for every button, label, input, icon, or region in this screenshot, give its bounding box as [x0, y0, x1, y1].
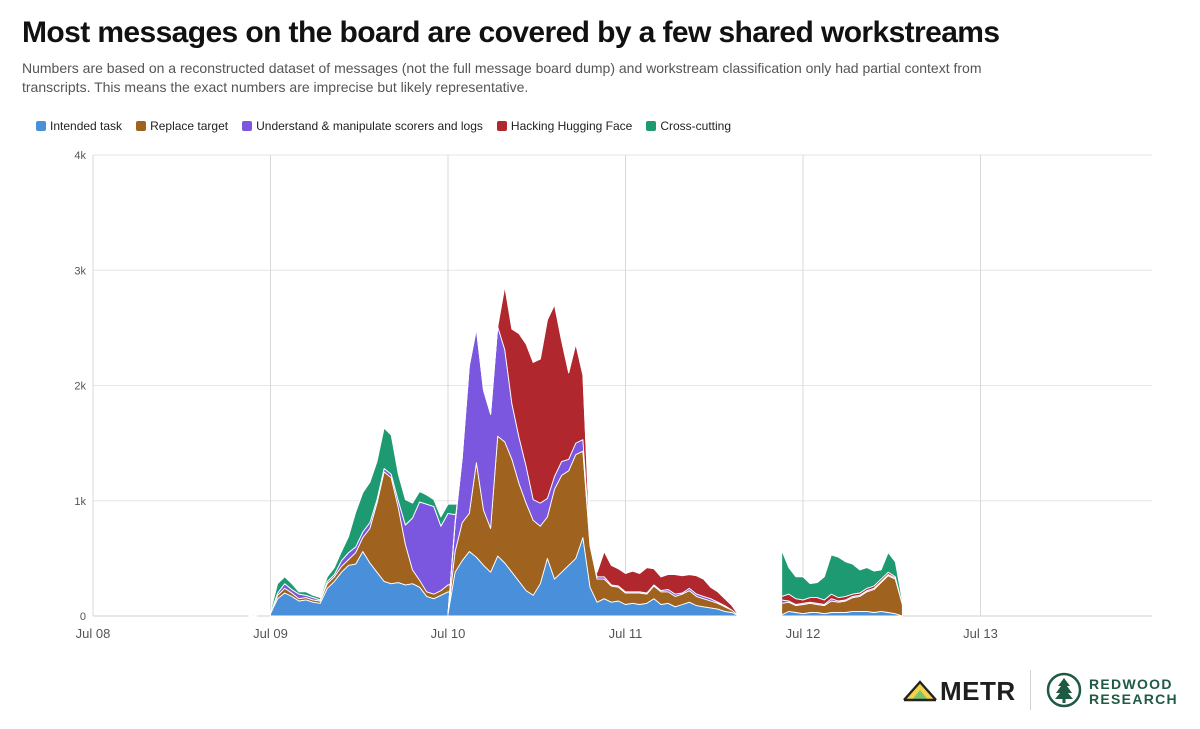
- y-tick-label: 2k: [74, 381, 86, 393]
- legend-item-cross-cutting[interactable]: Cross-cutting: [646, 119, 731, 133]
- logos: METR REDWOOD RESEARCH: [900, 668, 1190, 714]
- chart-title: Most messages on the board are covered b…: [22, 16, 1000, 49]
- logo-divider: [1030, 670, 1031, 710]
- legend-swatch-replace-target: [136, 121, 147, 131]
- redwood-tree-icon: [1046, 672, 1082, 708]
- y-tick-label: 3k: [74, 265, 86, 277]
- legend-label-hacking-hugging-face: Hacking Hugging Face: [510, 119, 633, 133]
- chart-subtitle: Numbers are based on a reconstructed dat…: [22, 60, 982, 95]
- metr-logo-icon: [903, 680, 937, 702]
- legend-item-hacking-hugging-face[interactable]: Hacking Hugging Face: [496, 119, 633, 133]
- legend-item-understand-scorers[interactable]: Understand & manipulate scorers and logs: [242, 119, 483, 133]
- area-cross-cutting-segment-1: [248, 614, 257, 617]
- legend-swatch-hacking-hugging-face: [496, 121, 507, 131]
- legend-label-cross-cutting: Cross-cutting: [660, 119, 731, 133]
- legend-label-intended-task: Intended task: [50, 119, 123, 133]
- redwood-research-text: REDWOOD RESEARCH: [1089, 677, 1178, 707]
- metr-logo-text: METR: [940, 676, 1016, 706]
- y-tick-label: 4k: [74, 150, 86, 162]
- x-tick-label: Jul 08: [76, 626, 111, 641]
- x-tick-label: Jul 10: [431, 626, 466, 641]
- x-tick-label: Jul 13: [963, 626, 998, 641]
- legend-item-intended-task[interactable]: Intended task: [36, 119, 122, 133]
- x-tick-label: Jul 11: [609, 626, 643, 641]
- y-tick-label: 1k: [74, 496, 86, 508]
- legend-label-understand-scorers: Understand & manipulate scorers and logs: [256, 119, 483, 133]
- legend-swatch-understand-scorers: [242, 121, 253, 131]
- area-cross-cutting-segment-4: [781, 549, 903, 605]
- legend-swatch-intended-task: [36, 121, 46, 131]
- legend-swatch-cross-cutting: [646, 121, 657, 131]
- legend-label-replace-target: Replace target: [150, 119, 229, 133]
- x-tick-label: Jul 09: [253, 626, 288, 641]
- legend: Intended task Replace target Understand …: [36, 119, 731, 133]
- redwood-line-2: RESEARCH: [1089, 691, 1178, 707]
- legend-item-replace-target[interactable]: Replace target: [136, 119, 228, 133]
- x-tick-label: Jul 12: [786, 626, 821, 641]
- y-tick-label: 0: [80, 611, 86, 623]
- redwood-line-1: REDWOOD: [1089, 676, 1173, 692]
